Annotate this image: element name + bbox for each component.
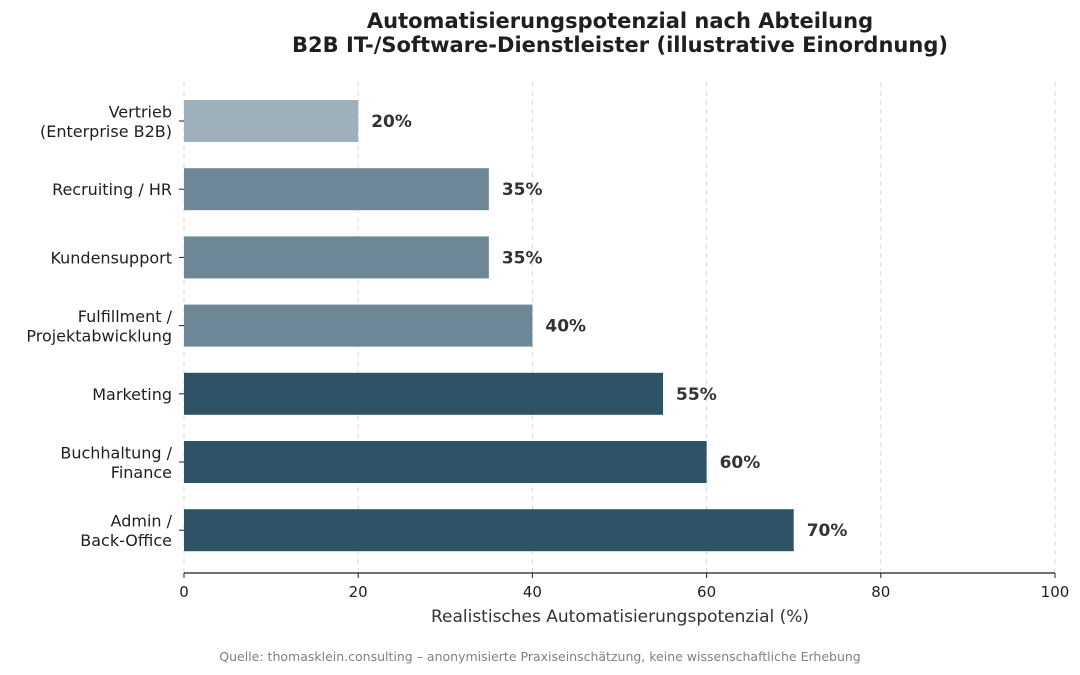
x-tick-label: 80 [871,583,890,601]
x-tick-label: 0 [179,583,189,601]
bar [184,168,489,211]
y-tick-label: Marketing [92,385,172,404]
data-label: 35% [502,248,543,268]
bars: 20% 35% 35% 40% 55% 60% 70% [184,100,848,552]
chart-subtitle: B2B IT-/Software-Dienstleister (illustra… [292,33,948,57]
bar [184,441,707,483]
data-label: 55% [676,385,717,405]
bar [184,509,794,552]
x-tick-label: 40 [523,583,542,601]
data-label: 60% [720,453,761,473]
x-tick-label: 20 [349,583,368,601]
bar [184,100,359,142]
axes: 0 20 40 60 80 100 Vertrieb (Enterprise B2B) Recr… [26,102,1069,601]
y-tick-label: Vertrieb (Enterprise B2B) [40,102,172,141]
data-label: 35% [502,180,543,200]
y-tick-label: Kundensupport [50,248,172,267]
bar [184,304,533,347]
data-label: 40% [545,317,586,337]
x-axis-label: Realistisches Automatisierungspotenzial … [431,607,809,627]
y-tick-label: Fulfillment / Projektabwicklung [26,307,172,346]
x-tick-label: 100 [1041,583,1070,601]
data-label: 20% [371,112,412,132]
x-tick-label: 60 [697,583,716,601]
y-tick-label: Admin / Back-Office [80,511,172,550]
y-tick-label: Buchhaltung / Finance [60,443,172,482]
y-tick-label: Recruiting / HR [52,180,172,199]
bar [184,236,489,279]
bar [184,372,664,415]
chart-title: Automatisierungspotenzial nach Abteilung [367,9,873,33]
source-note: Quelle: thomasklein.consulting – anonymi… [219,649,860,664]
data-label: 70% [807,521,848,541]
